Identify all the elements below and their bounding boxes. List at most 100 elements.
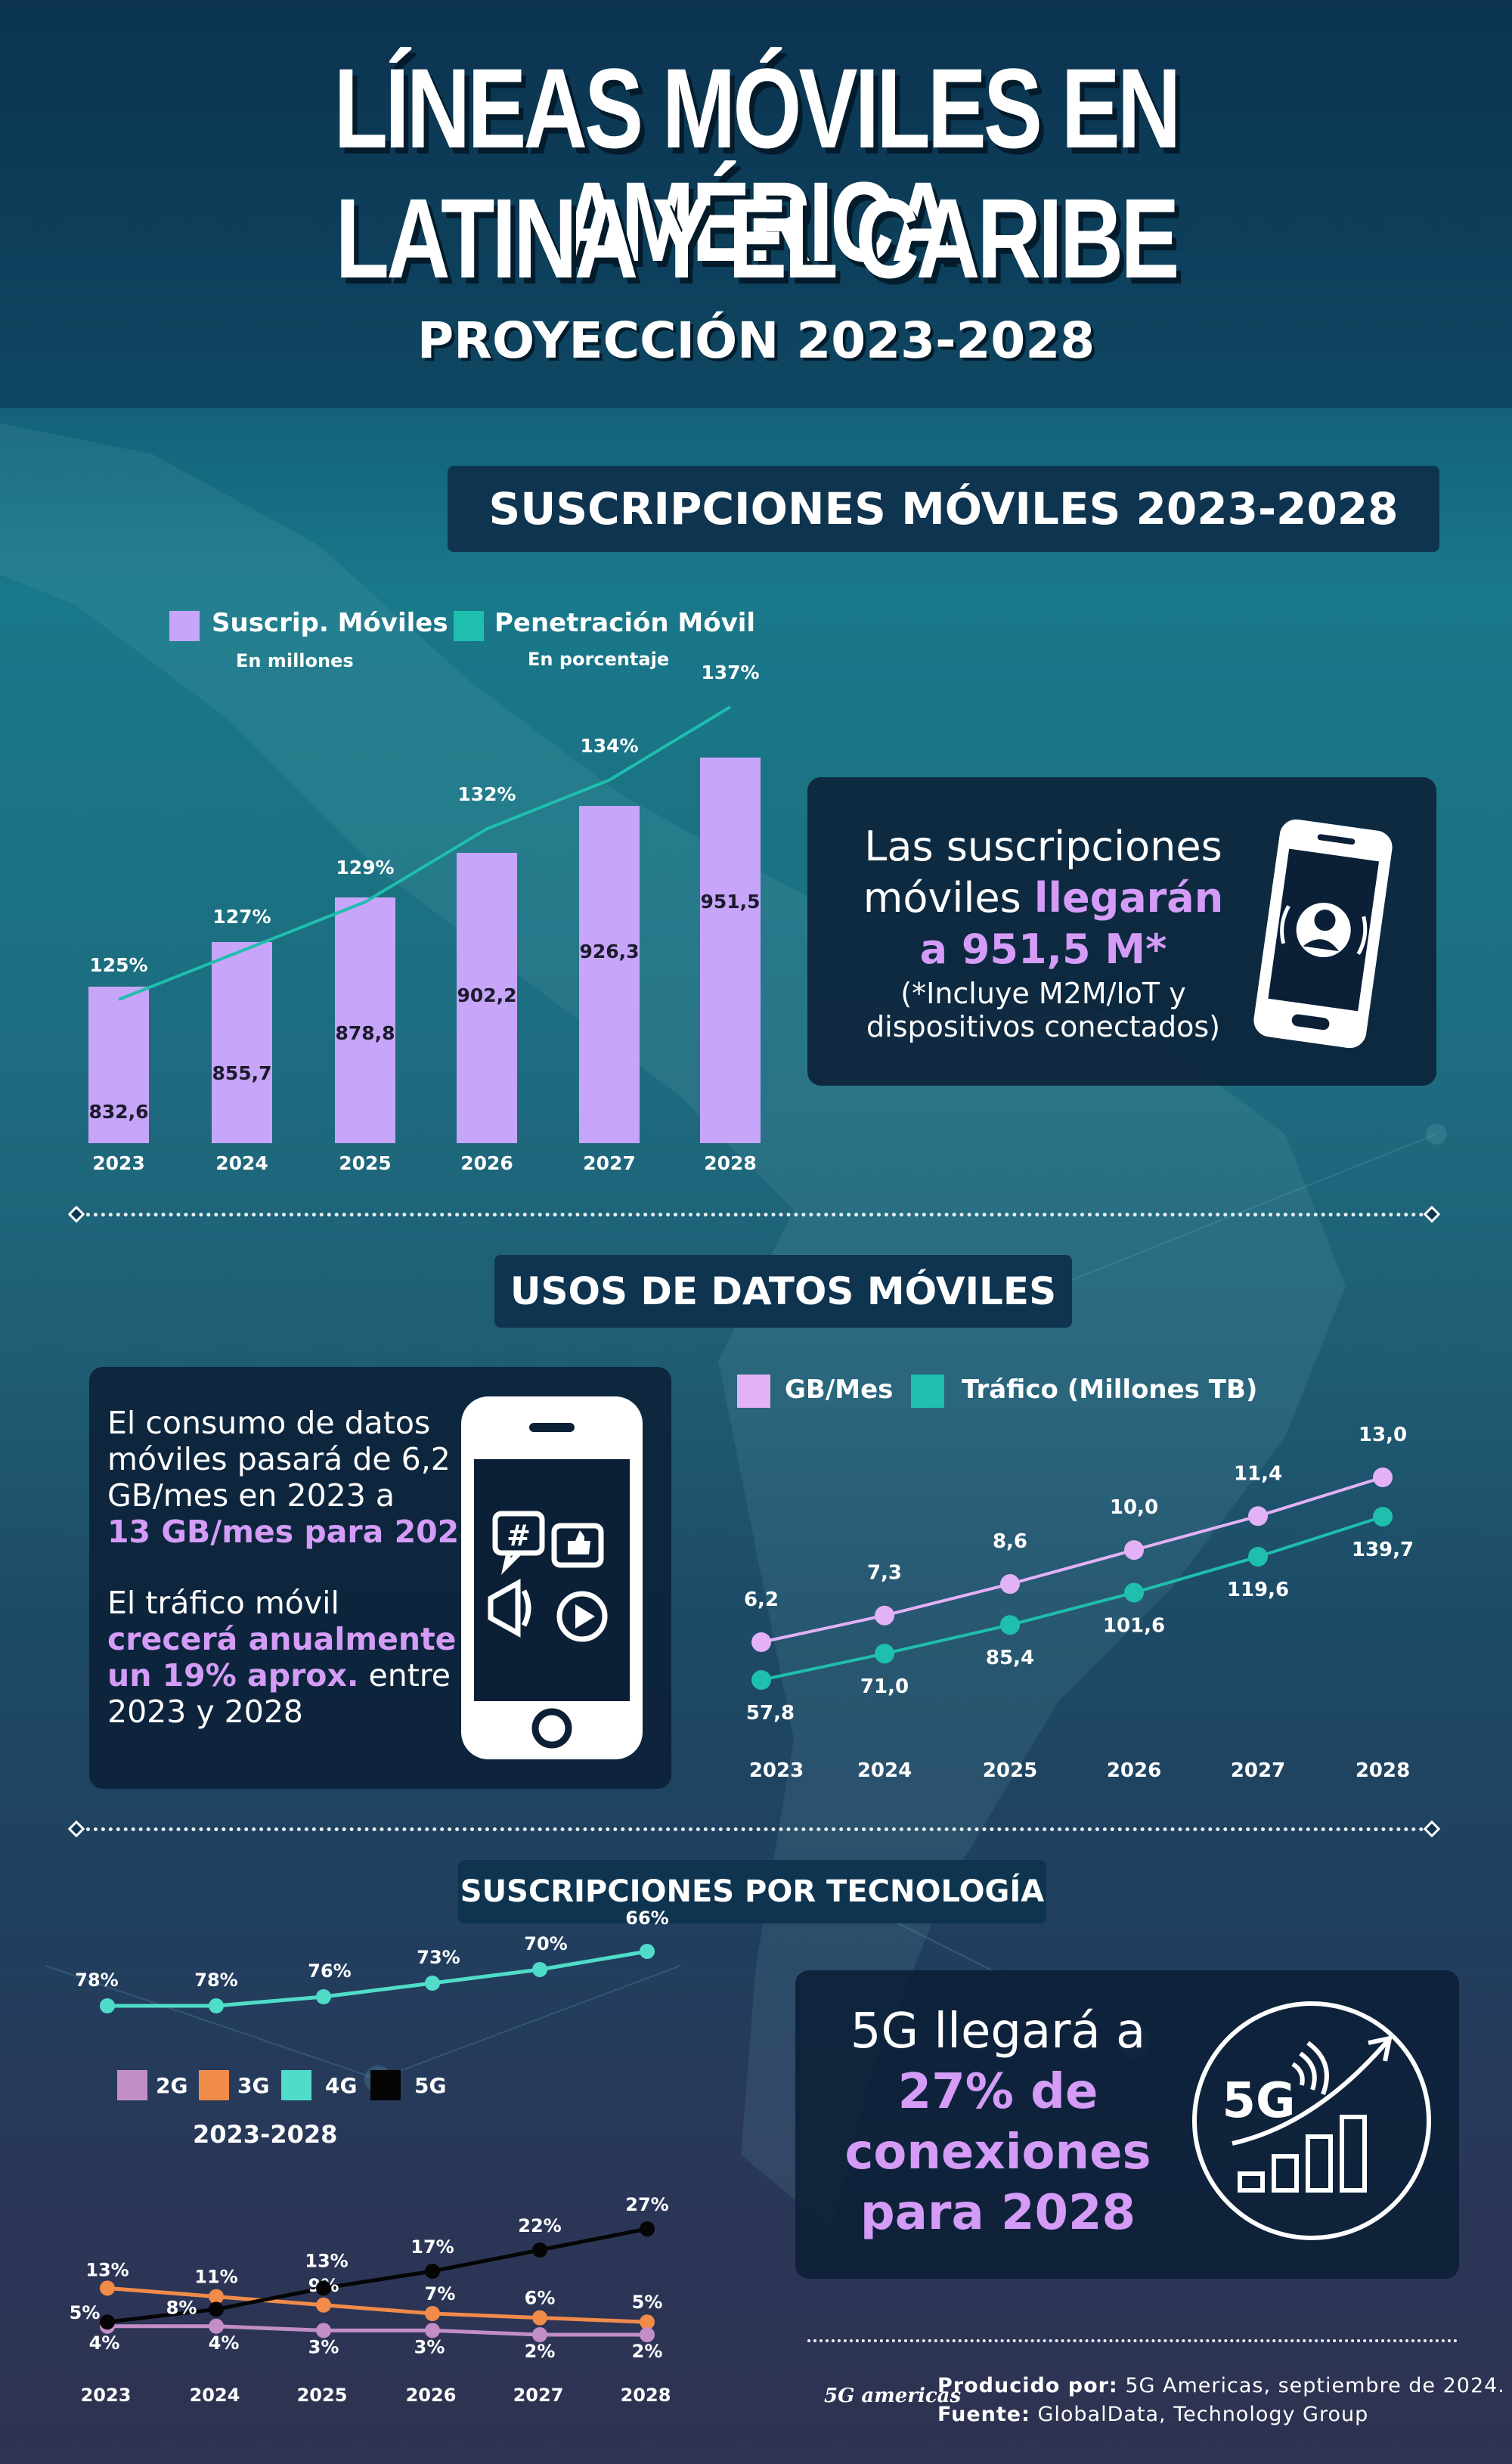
- divider-2: [79, 1827, 1432, 1831]
- tech-value-label-5g: 5%: [70, 2302, 101, 2323]
- 5g-callout-panel: [795, 1970, 1459, 2279]
- traffic-value-label: 57,8: [746, 1702, 795, 1725]
- tech-point-2g: [532, 2327, 547, 2342]
- gbmes-value-label: 7,3: [867, 1562, 902, 1585]
- tech-value-label-4g: 73%: [417, 1947, 460, 1968]
- gbmes-point: [1124, 1540, 1144, 1561]
- bar-2023: [88, 987, 149, 1143]
- legend-swatch-subscriptions: [169, 611, 200, 641]
- header-band: [0, 0, 1512, 408]
- footer-produced: Producido por: 5G Americas, septiembre d…: [937, 2374, 1505, 2397]
- legend-swatch-penetration: [454, 611, 484, 641]
- tech-value-label-3g: 13%: [85, 2259, 129, 2280]
- x-axis-tick: 2026: [406, 2385, 457, 2406]
- x-axis-tick: 2028: [1356, 1759, 1410, 1782]
- bar-value-label: 926,3: [579, 941, 640, 962]
- section-title-data-usage: USOS DE DATOS MÓVILES: [494, 1255, 1072, 1328]
- legend-swatch-3g: [199, 2070, 229, 2100]
- penetration-label: 137%: [701, 662, 760, 683]
- gbmes-value-label: 13,0: [1359, 1424, 1407, 1446]
- phone-social-icon: #: [461, 1396, 643, 1759]
- penetration-line: [118, 705, 732, 1001]
- data-text-2b: crecerá anualmente: [107, 1621, 457, 1657]
- penetration-label: 129%: [336, 857, 395, 879]
- legend-label-gbmes: GB/Mes: [785, 1375, 894, 1405]
- penetration-line-layer: [118, 705, 732, 1001]
- data-text-2a: El tráfico móvil: [107, 1585, 339, 1621]
- x-axis-tick: 2028: [704, 1152, 757, 1174]
- gbmes-point: [1248, 1506, 1268, 1526]
- penetration-label: 134%: [580, 734, 639, 757]
- tech-point-3g: [532, 2310, 547, 2326]
- gbmes-value-label: 6,2: [744, 1588, 779, 1611]
- tech-point-2g: [316, 2323, 331, 2338]
- data-text-1c: GB/mes en 2023 a: [107, 1477, 395, 1514]
- data-text-2c: un 19% aprox. entre: [107, 1657, 451, 1694]
- tech-value-label-5g: 8%: [166, 2297, 197, 2318]
- tech-value-label-2g: 3%: [308, 2336, 339, 2357]
- traffic-point: [1000, 1615, 1020, 1635]
- data-text-1b: móviles pasará de 6,2: [107, 1441, 451, 1477]
- gbmes-point: [875, 1605, 894, 1626]
- tech-point-5g: [532, 2242, 547, 2258]
- x-axis-tick: 2026: [1107, 1759, 1161, 1782]
- svg-text:#: #: [507, 1519, 531, 1552]
- tech-point-4g: [316, 1989, 331, 2004]
- data-text-1a: El consumo de datos: [107, 1405, 431, 1441]
- section-title-technology: SUSCRIPCIONES POR TECNOLOGÍA: [458, 1860, 1046, 1923]
- x-axis-tick: 2025: [983, 1759, 1037, 1782]
- 5g-callout-line-3: conexiones: [844, 2125, 1151, 2180]
- 5g-icon-text: 5G: [1222, 2073, 1295, 2129]
- tech-value-label-2g: 3%: [414, 2336, 445, 2357]
- callout-line-1: Las suscripciones: [864, 823, 1222, 870]
- traffic-line: [761, 1515, 1383, 1681]
- legend-swatch-4g: [281, 2070, 311, 2100]
- tech-point-2g: [425, 2323, 440, 2338]
- bar-value-label: 951,5: [700, 891, 761, 913]
- legend-label-3g: 3G: [237, 2073, 270, 2098]
- subscriptions-bar-chart: 832,6 2023 125% 855,7 2024 127% 878,8 2025 129% 9…: [0, 0, 761, 1210]
- tech-point-3g: [316, 2297, 331, 2313]
- 5g-callout-line-2: 27% de: [897, 2064, 1098, 2120]
- callout-line-3: a 951,5 M*: [919, 925, 1167, 973]
- 5g-growth-icon: 5G: [1192, 2001, 1431, 2240]
- legend-swatch-2g: [117, 2070, 147, 2100]
- title-line-1: LÍNEAS MÓVILES EN AMÉRICA: [333, 45, 1182, 285]
- tech-value-label-5g: 13%: [305, 2250, 348, 2271]
- gbmes-value-label: 11,4: [1234, 1462, 1282, 1485]
- tech-line-5g: [107, 2227, 648, 2324]
- traffic-value-label: 85,4: [986, 1647, 1034, 1669]
- tech-point-5g: [640, 2221, 655, 2236]
- bar-2028: [700, 758, 761, 1143]
- phone-contact-icon: [1253, 819, 1393, 1049]
- legend-label-subscriptions: Suscrip. Móviles: [212, 608, 448, 638]
- traffic-point: [875, 1644, 894, 1664]
- x-axis-tick: 2025: [339, 1152, 392, 1174]
- traffic-value-label: 71,0: [860, 1675, 909, 1698]
- traffic-value-label: 139,7: [1352, 1539, 1414, 1561]
- x-axis-tick: 2027: [513, 2385, 564, 2406]
- tech-value-label-5g: 17%: [411, 2236, 454, 2258]
- data-text-2d: 2023 y 2028: [107, 1694, 304, 1730]
- legend-swatch-gbmes: [737, 1375, 770, 1408]
- tech-value-label-4g: 78%: [194, 1970, 237, 1991]
- bar-2026: [457, 852, 517, 1143]
- tech-value-label-3g: 5%: [632, 2292, 663, 2313]
- traffic-point: [751, 1670, 771, 1690]
- x-axis-tick: 2028: [621, 2385, 671, 2406]
- bar-value-label: 902,2: [457, 984, 517, 1006]
- subtitle: PROYECCIÓN 2023-2028: [417, 311, 1095, 370]
- tech-value-label-2g: 2%: [525, 2341, 556, 2362]
- tech-point-5g: [316, 2280, 331, 2296]
- x-axis-tick: 2025: [297, 2385, 348, 2406]
- divider-1: [79, 1213, 1432, 1217]
- tech-value-label-3g: 6%: [525, 2288, 556, 2309]
- logo-text: 5G americas: [824, 2385, 962, 2407]
- tech-line-3g: [107, 2286, 648, 2324]
- data-text-1d: 13 GB/mes para 2028: [107, 1514, 481, 1550]
- tech-point-4g: [640, 1944, 655, 1959]
- tech-point-2g: [209, 2318, 224, 2334]
- callout-line-5: dispositivos conectados): [866, 1010, 1220, 1043]
